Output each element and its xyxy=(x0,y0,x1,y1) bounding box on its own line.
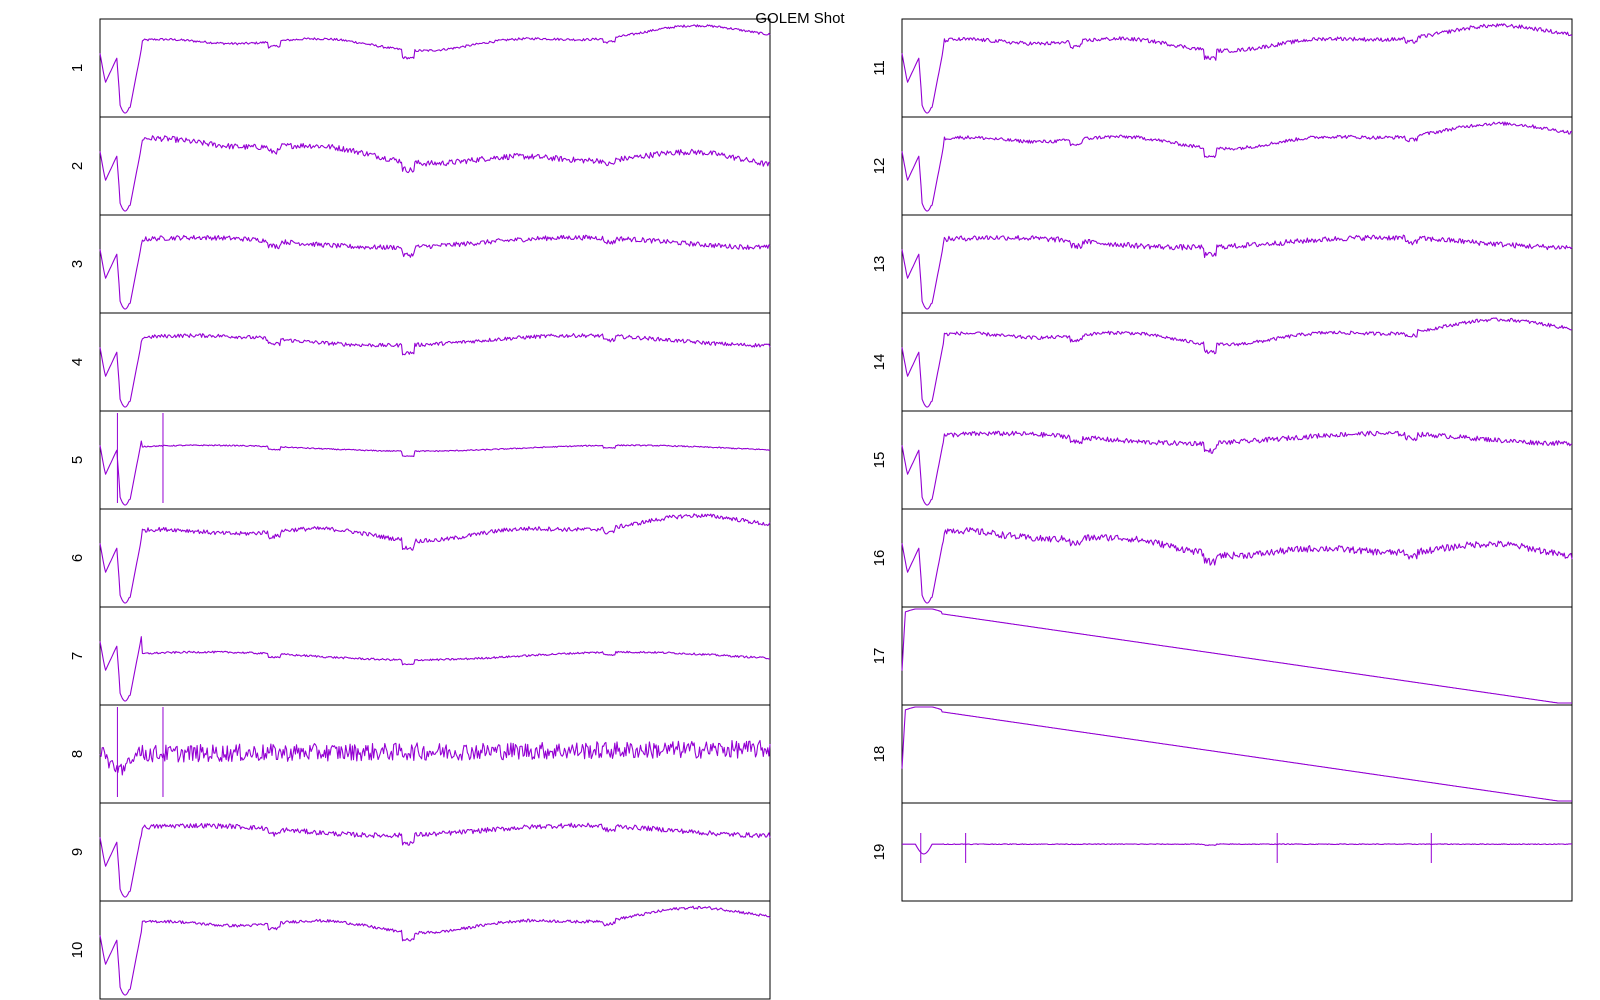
panel-label: 14 xyxy=(871,354,888,371)
panel-label: 9 xyxy=(69,848,86,856)
panel-6: 6 xyxy=(69,508,771,608)
series-line xyxy=(99,24,771,114)
panel-13: 13 xyxy=(871,214,1573,314)
panel-frame xyxy=(901,116,1573,216)
panel-label: 3 xyxy=(69,260,86,268)
panel-10: 10 xyxy=(69,900,771,1000)
panel-19: 19 xyxy=(871,802,1573,902)
series-line xyxy=(99,513,771,604)
panel-label: 16 xyxy=(871,550,888,567)
panel-17: 17 xyxy=(871,606,1573,706)
panel-label: 12 xyxy=(871,158,888,175)
panel-label: 6 xyxy=(69,554,86,562)
series-line xyxy=(99,739,771,776)
panel-frame xyxy=(99,18,771,118)
panel-14: 14 xyxy=(871,312,1573,412)
panel-16: 16 xyxy=(871,508,1573,608)
panel-label: 19 xyxy=(871,844,888,861)
panel-label: 13 xyxy=(871,256,888,273)
panel-frame xyxy=(901,410,1573,510)
panel-frame xyxy=(99,900,771,1000)
panel-label: 1 xyxy=(69,64,86,72)
panel-1: 1 xyxy=(69,18,771,118)
panel-label: 15 xyxy=(871,452,888,469)
panel-label: 18 xyxy=(871,746,888,763)
series-line xyxy=(901,23,1573,114)
panel-label: 5 xyxy=(69,456,86,464)
series-line xyxy=(99,135,771,212)
panel-11: 11 xyxy=(871,18,1573,118)
panel-3: 3 xyxy=(69,214,771,314)
panel-label: 7 xyxy=(69,652,86,660)
panel-frame xyxy=(99,116,771,216)
panel-2: 2 xyxy=(69,116,771,216)
series-line xyxy=(99,905,771,996)
panel-frame xyxy=(901,18,1573,118)
series-line xyxy=(901,317,1573,408)
panel-12: 12 xyxy=(871,116,1573,216)
panel-frame xyxy=(99,508,771,608)
panel-frame xyxy=(901,802,1573,902)
series-line xyxy=(99,636,771,702)
panel-7: 7 xyxy=(69,606,771,706)
panel-label: 17 xyxy=(871,648,888,665)
panel-frame xyxy=(99,214,771,314)
panel-frame xyxy=(901,508,1573,608)
series-line xyxy=(902,843,1573,855)
panel-frame xyxy=(99,606,771,706)
series-line xyxy=(901,430,1573,506)
panel-frame xyxy=(99,802,771,902)
series-line xyxy=(99,822,771,898)
panel-frame xyxy=(99,312,771,412)
panel-label: 8 xyxy=(69,750,86,758)
series-line xyxy=(99,234,771,310)
series-line xyxy=(901,234,1573,310)
series-line xyxy=(901,608,1572,704)
panel-5: 5 xyxy=(69,410,771,510)
panel-18: 18 xyxy=(871,704,1573,804)
panel-4: 4 xyxy=(69,312,771,412)
panel-frame xyxy=(901,312,1573,412)
panel-label: 11 xyxy=(871,60,888,76)
panel-frame xyxy=(99,410,771,510)
panel-9: 9 xyxy=(69,802,771,902)
series-line xyxy=(99,333,771,408)
series-line xyxy=(901,706,1572,802)
chart-title: GOLEM Shot xyxy=(755,10,845,27)
panel-label: 2 xyxy=(69,162,86,170)
series-line xyxy=(901,121,1573,212)
panel-15: 15 xyxy=(871,410,1573,510)
panel-8: 8 xyxy=(69,704,771,804)
series-line xyxy=(99,440,771,506)
panel-frame xyxy=(901,214,1573,314)
panel-label: 4 xyxy=(69,358,86,366)
panel-label: 10 xyxy=(69,942,86,959)
series-line xyxy=(901,527,1573,604)
